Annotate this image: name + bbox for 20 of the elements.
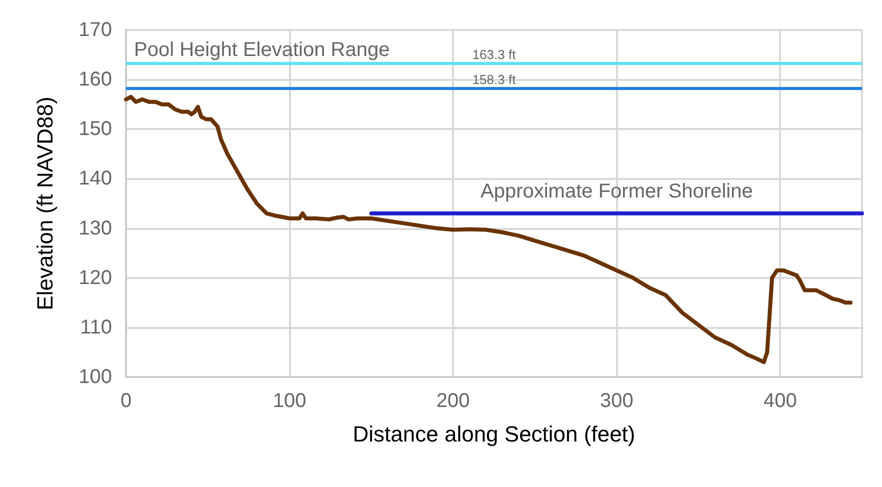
y-axis-title: Elevation (ft NAVD88) xyxy=(32,96,58,310)
y-tick-label: 150 xyxy=(78,118,112,140)
y-tick-label: 100 xyxy=(78,366,112,388)
y-tick-label: 140 xyxy=(78,168,112,190)
line-series xyxy=(124,94,853,364)
x-tick-label: 300 xyxy=(600,390,634,412)
x-tick-label: 100 xyxy=(272,390,306,412)
y-tick-label: 170 xyxy=(78,19,112,41)
annotation: Pool Height Elevation Range xyxy=(134,39,390,61)
ref-line-label: 163.3 ft xyxy=(472,47,516,62)
y-tick-label: 160 xyxy=(78,68,112,91)
x-tick-label: 0 xyxy=(120,390,132,412)
y-tick-label: 120 xyxy=(78,266,112,289)
x-tick-label: 200 xyxy=(436,390,470,412)
y-tick-label: 130 xyxy=(78,217,112,240)
x-axis-title: Distance along Section (feet) xyxy=(352,422,636,446)
series-label: Approximate Former Shoreline xyxy=(480,180,753,202)
x-tick-label: 400 xyxy=(764,390,797,412)
y-tick-label: 110 xyxy=(80,316,112,338)
ref-line-label: 158.3 ft xyxy=(472,72,516,87)
